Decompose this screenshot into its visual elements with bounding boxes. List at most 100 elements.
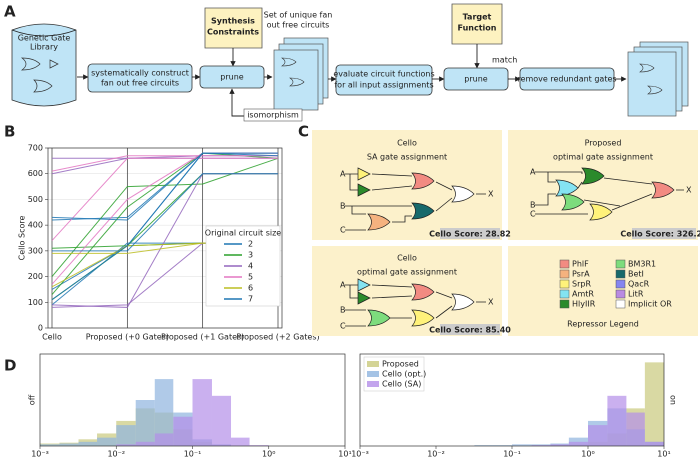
histogram-bar: [40, 444, 60, 446]
legend-swatch: [559, 289, 570, 299]
x-tick-label: 10⁰: [262, 450, 275, 459]
output-label: X: [686, 186, 692, 195]
legend-swatch: [367, 381, 379, 387]
legend-label: BM3R1: [628, 260, 656, 269]
library-cylinder: [11, 23, 77, 107]
legend-label: LitR: [628, 290, 644, 299]
legend-label: Cello (SA): [382, 380, 421, 389]
input-label: B: [340, 202, 346, 211]
constraints-note: [204, 7, 263, 49]
legend-label: PhlF: [572, 260, 589, 269]
histogram-bar: [59, 443, 79, 446]
doc-stack: [627, 51, 677, 117]
legend-label: SrpR: [572, 280, 591, 289]
legend-label: QacR: [628, 280, 650, 289]
x-tick-label: 10¹: [657, 450, 670, 459]
histogram-bar: [135, 441, 155, 446]
histogram-bar: [644, 362, 664, 446]
legend-label: Proposed: [382, 360, 419, 369]
construct-text: fan out free circuits: [101, 79, 179, 88]
construct-box: [87, 63, 193, 93]
x-tick-label: 10⁻³: [351, 450, 369, 459]
histogram-bar: [135, 400, 155, 446]
wires: [345, 173, 486, 231]
y-tick-label: 100: [28, 298, 43, 307]
legend-label: PsrA: [572, 270, 590, 279]
score: Cello Score: 85.40: [429, 326, 511, 335]
legend-swatch: [615, 289, 626, 299]
y-axis-label: off: [28, 394, 37, 405]
y-tick-label: 600: [28, 169, 43, 178]
x-tick-label: 10⁻³: [31, 450, 49, 459]
histogram-bar: [211, 395, 232, 446]
isomorphism-text: isomorphism: [247, 111, 299, 120]
y-tick-label: 300: [28, 246, 43, 255]
remove-text: remove redundant gates: [517, 75, 616, 84]
score-box: [440, 228, 500, 239]
doc-icons: [281, 57, 305, 87]
circuits: Cello SA gate assignment A B C X Cello S…: [312, 130, 700, 336]
y-tick-label: 0: [38, 324, 43, 333]
score-line: [51, 157, 278, 241]
histogram-bar: [231, 437, 250, 446]
legend-swatch: [559, 299, 570, 309]
score-line: [51, 155, 278, 172]
histogram-bar: [97, 437, 117, 446]
circuit-title: Proposed: [585, 139, 622, 148]
wires: [345, 284, 486, 327]
output-label: X: [488, 298, 494, 307]
histogram-bar: [492, 445, 512, 446]
circuit-subtitle: optimal gate assignment: [553, 153, 653, 162]
target-note: [451, 3, 503, 45]
x-tick-label: 10⁻²: [107, 450, 125, 459]
input-label: A: [530, 168, 536, 177]
set-text: Set of unique fan: [264, 11, 333, 20]
y-tick-label: 400: [28, 221, 43, 230]
input-label: A: [340, 170, 346, 179]
construct-text: systematically construct: [91, 69, 189, 78]
score-box: [632, 228, 696, 239]
prune-text: prune: [220, 73, 244, 82]
y-tick-label: 200: [28, 272, 43, 281]
panel-label: A: [4, 3, 16, 21]
legend-label: AmtR: [572, 290, 594, 299]
legend-swatch: [615, 279, 626, 289]
circuit-panel: [312, 246, 502, 336]
x-tick-label: 10⁻²: [427, 450, 445, 459]
x-tick-label: 10⁻¹: [503, 450, 521, 459]
score-box: [440, 324, 500, 335]
circuit-panel: [312, 130, 502, 240]
plot-frame: [47, 147, 283, 329]
constraints-text: Synthesis: [211, 17, 255, 26]
x-tick-label: Cello: [42, 333, 62, 342]
legend-title: Repressor Legend: [567, 320, 639, 329]
evaluate-text: for all input assignments: [334, 81, 433, 90]
circuit-title: Cello: [397, 254, 417, 263]
score-line: [51, 152, 278, 221]
legend-swatch: [615, 259, 626, 269]
panel-label: C: [298, 123, 309, 141]
library-text: Library: [30, 43, 58, 52]
y-axis-label: on: [669, 395, 678, 405]
evaluate-text: evaluate circuit functions: [333, 70, 434, 79]
histogram-bar: [249, 445, 269, 446]
legend-label: 7: [248, 295, 253, 304]
doc-icons: [639, 63, 663, 95]
legend-label: 3: [248, 251, 253, 260]
evaluate-box: [335, 64, 433, 96]
doc-stack: [273, 49, 319, 111]
histogram-bar: [116, 444, 136, 446]
legend-swatch: [615, 299, 626, 309]
score: Cello Score: 326.25: [620, 230, 700, 239]
input-label: B: [530, 201, 536, 210]
x-tick-label: Proposed (+1 Gates): [161, 333, 244, 342]
legend-swatch: [559, 259, 570, 269]
legend-swatch: [615, 269, 626, 279]
histogram-bar: [588, 425, 608, 446]
input-label: C: [340, 226, 346, 235]
isomorphism-box: [243, 108, 303, 122]
x-tick-label: 10⁰: [581, 450, 594, 459]
legend-swatch: [367, 361, 379, 367]
